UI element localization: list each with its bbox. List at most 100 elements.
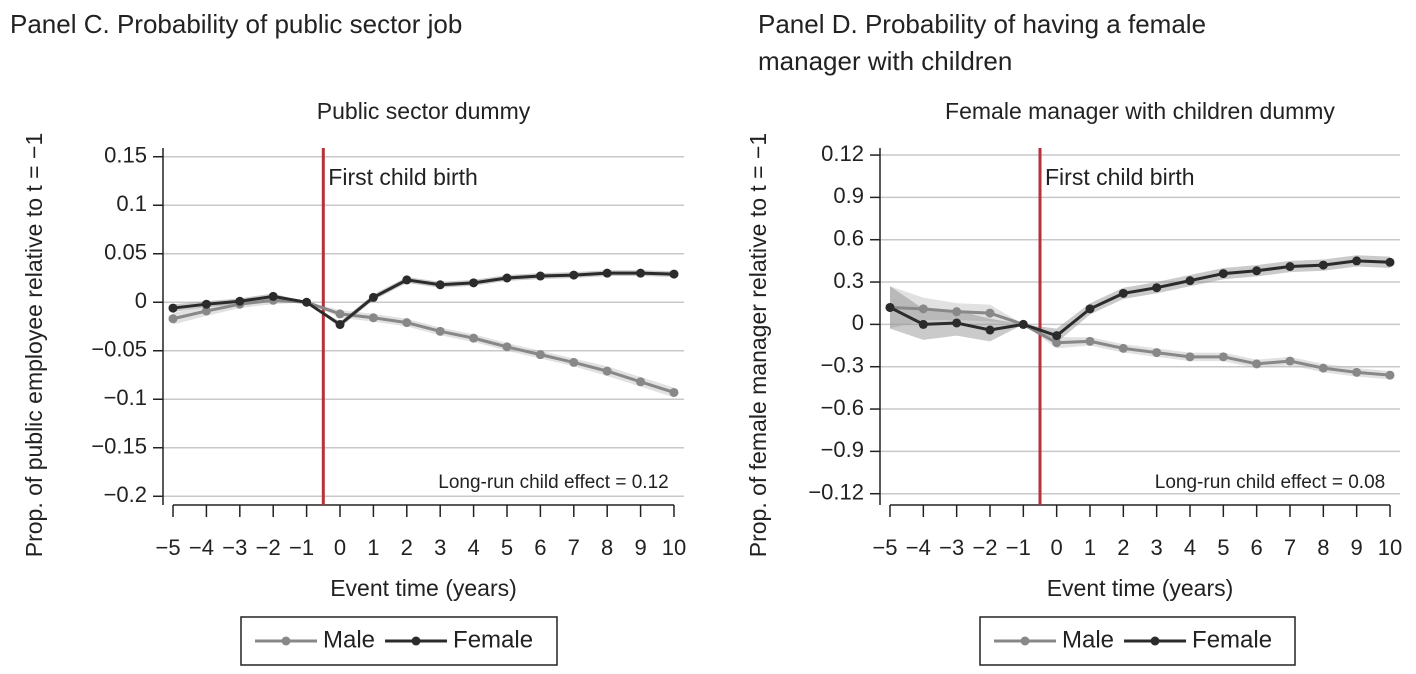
- data-point: [952, 318, 962, 328]
- data-point: [1352, 256, 1362, 266]
- x-tick-label: 1: [1084, 535, 1096, 560]
- x-tick-label: 2: [1117, 535, 1129, 560]
- data-point: [1152, 283, 1162, 293]
- data-point: [1385, 257, 1395, 267]
- data-point: [1318, 260, 1328, 270]
- x-tick-label: −1: [289, 535, 314, 560]
- data-point: [368, 313, 378, 323]
- x-tick-label: 8: [1317, 535, 1329, 560]
- data-point: [268, 291, 278, 301]
- y-tick-label: −0.9: [821, 437, 864, 462]
- legend-label: Male: [1062, 626, 1114, 653]
- confidence-band: [173, 296, 674, 398]
- y-tick-label: −0.3: [821, 353, 864, 378]
- data-point: [1385, 370, 1395, 380]
- data-point: [1285, 262, 1295, 272]
- y-tick-label: 0.9: [833, 183, 864, 208]
- data-point: [335, 320, 345, 330]
- data-point: [335, 309, 345, 319]
- panel-title: manager with children: [758, 46, 1012, 76]
- legend-swatch: [411, 636, 421, 646]
- data-point: [636, 268, 646, 278]
- data-point: [602, 268, 612, 278]
- annotation: Long-run child effect = 0.12: [438, 472, 668, 493]
- x-tick-label: 0: [1051, 535, 1063, 560]
- x-tick-label: −5: [872, 535, 897, 560]
- x-tick-label: 10: [662, 535, 686, 560]
- data-point: [402, 318, 412, 328]
- x-tick-label: −2: [972, 535, 997, 560]
- x-axis-label: Event time (years): [1047, 575, 1234, 601]
- subtitle: Public sector dummy: [317, 98, 531, 124]
- x-tick-label: 7: [1284, 535, 1296, 560]
- x-tick-label: −4: [906, 535, 931, 560]
- y-tick-label: 0.1: [116, 191, 147, 216]
- data-point: [669, 269, 679, 279]
- data-point: [469, 333, 479, 343]
- x-tick-label: 4: [467, 535, 479, 560]
- panel-title: Panel C. Probability of public sector jo…: [10, 9, 462, 39]
- data-point: [918, 304, 928, 314]
- y-tick-label: 0.3: [833, 268, 864, 293]
- event-label: First child birth: [328, 164, 478, 190]
- data-point: [985, 308, 995, 318]
- x-axis-label: Event time (years): [330, 575, 517, 601]
- series-line: [889, 259, 1391, 338]
- data-point: [168, 303, 178, 313]
- x-tick-label: −3: [222, 535, 247, 560]
- x-tick-label: 9: [634, 535, 646, 560]
- data-point: [1152, 348, 1162, 358]
- y-tick-label: 0.6: [833, 226, 864, 251]
- y-tick-label: −0.6: [821, 395, 864, 420]
- data-point: [1118, 288, 1128, 298]
- x-tick-label: 3: [434, 535, 446, 560]
- x-tick-label: 1: [367, 535, 379, 560]
- x-tick-label: 4: [1184, 535, 1196, 560]
- data-point: [535, 271, 545, 281]
- y-tick-label: 0.12: [821, 141, 864, 166]
- data-point: [918, 319, 928, 329]
- data-point: [469, 278, 479, 288]
- y-axis-label: Prop. of female manager relative to t = …: [745, 133, 771, 557]
- x-tick-label: −5: [155, 535, 180, 560]
- data-point: [1052, 338, 1062, 348]
- y-tick-label: 0: [135, 288, 147, 313]
- data-point: [435, 326, 445, 336]
- x-tick-label: −4: [189, 535, 214, 560]
- data-point: [201, 299, 211, 309]
- series-line: [172, 298, 675, 394]
- data-point: [569, 270, 579, 280]
- series-line: [172, 271, 675, 327]
- data-point: [1185, 352, 1195, 362]
- x-tick-label: 3: [1151, 535, 1163, 560]
- x-tick-label: 5: [501, 535, 513, 560]
- data-point: [1252, 266, 1262, 276]
- data-point: [168, 314, 178, 324]
- data-point: [402, 275, 412, 285]
- data-point: [235, 296, 245, 306]
- x-tick-label: −2: [256, 535, 281, 560]
- y-tick-label: 0.15: [104, 143, 147, 168]
- data-point: [885, 302, 895, 312]
- confidence-band: [890, 255, 1390, 343]
- y-tick-label: −0.1: [104, 385, 147, 410]
- data-point: [201, 306, 211, 316]
- data-point: [502, 342, 512, 352]
- data-point: [1318, 363, 1328, 373]
- data-point: [1352, 367, 1362, 377]
- x-tick-label: 8: [601, 535, 613, 560]
- data-point: [669, 387, 679, 397]
- legend-swatch: [1020, 636, 1030, 646]
- x-tick-label: −3: [939, 535, 964, 560]
- data-point: [1252, 359, 1262, 369]
- event-label: First child birth: [1045, 164, 1195, 190]
- y-tick-label: −0.05: [91, 337, 147, 362]
- data-point: [1218, 269, 1228, 279]
- data-point: [1018, 319, 1028, 329]
- x-tick-label: 6: [534, 535, 546, 560]
- x-tick-label: 6: [1251, 535, 1263, 560]
- legend-label: Male: [323, 626, 375, 653]
- data-point: [1052, 331, 1062, 341]
